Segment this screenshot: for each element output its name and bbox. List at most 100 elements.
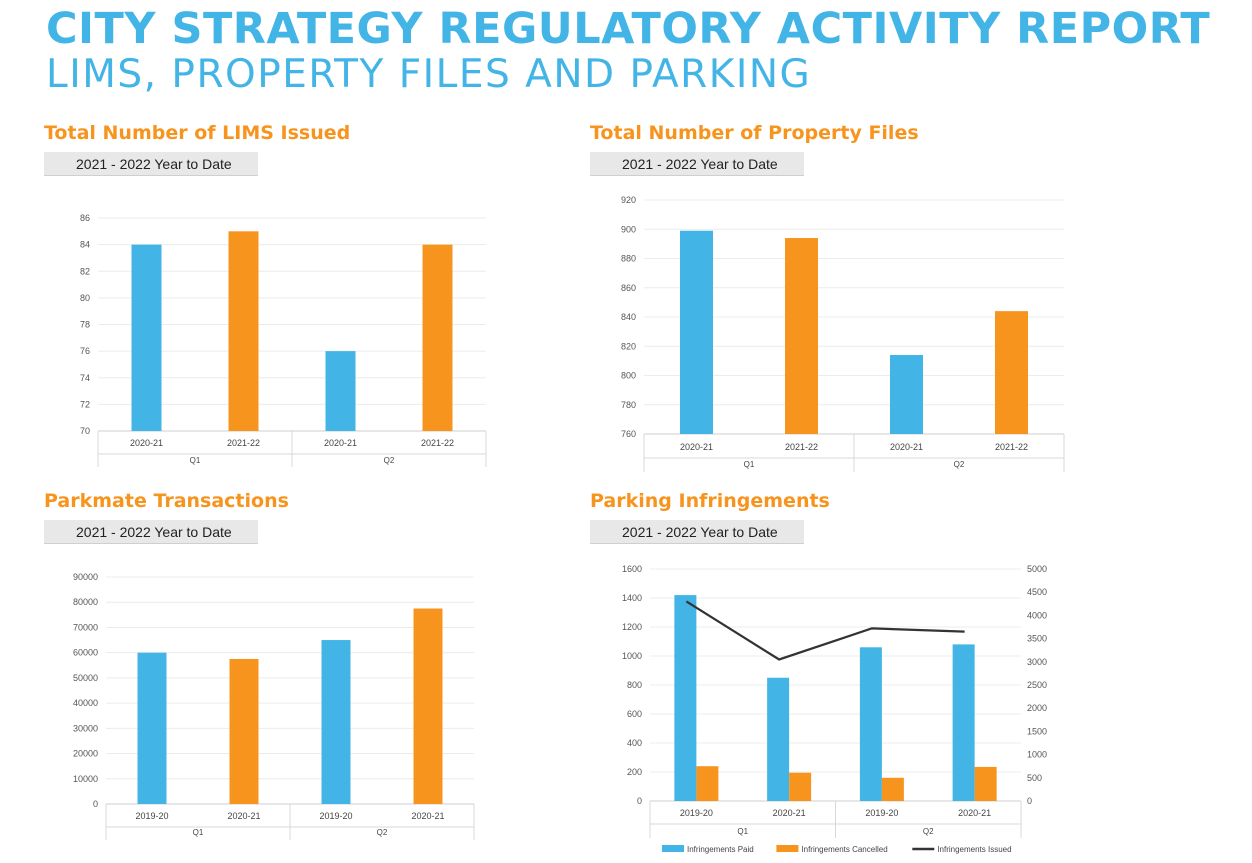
y-tick-label: 400 <box>627 738 642 748</box>
y2-tick-label: 5000 <box>1027 564 1047 574</box>
bar <box>422 244 453 431</box>
y-tick-label: 800 <box>627 680 642 690</box>
chart-parking-infringements: 0 200 400 600 800 1000 1200 1400 1600 0 500 1000 150… <box>622 564 1047 854</box>
period-badge: 2021 - 2022 Year to Date <box>590 152 804 176</box>
bar <box>952 644 975 801</box>
chart-property-files: 760 780 800 820 840 860 880 900 920 2020-21 2021-2… <box>621 195 1065 472</box>
y2-tick-label: 2500 <box>1027 680 1047 690</box>
bar <box>767 677 790 801</box>
bar <box>228 231 259 431</box>
x-tick-label: 2019-20 <box>680 808 713 818</box>
y2-tick-label: 3000 <box>1027 657 1047 667</box>
y-tick-label: 920 <box>621 195 636 205</box>
y-tick-label: 10000 <box>73 774 98 784</box>
report-title: CITY STRATEGY REGULATORY ACTIVITY REPORT <box>46 4 1211 54</box>
y-tick-label: 86 <box>80 213 90 223</box>
y-tick-label: 1000 <box>622 651 642 661</box>
bar <box>137 652 167 804</box>
y-tick-label: 1200 <box>622 622 642 632</box>
x-tick-label: 2019-20 <box>319 811 352 821</box>
x-tick-label: 2020-21 <box>890 442 923 452</box>
legend-label: Infringements Issued <box>937 845 1011 854</box>
y-tick-label: 80 <box>80 293 90 303</box>
y-tick-label: 70 <box>80 426 90 436</box>
y2-tick-label: 1000 <box>1027 750 1047 760</box>
y-tick-label: 780 <box>621 400 636 410</box>
x-tick-label: 2021-22 <box>421 438 454 448</box>
panel-lims: Total Number of LIMS Issued 2021 - 2022 … <box>44 122 504 472</box>
y-tick-label: 20000 <box>73 749 98 759</box>
y-tick-label: 0 <box>93 799 98 809</box>
report-subtitle: LIMS, PROPERTY FILES AND PARKING <box>46 52 812 97</box>
y-tick-label: 80000 <box>73 597 98 607</box>
bar <box>680 230 713 434</box>
group-label: Q1 <box>744 460 755 469</box>
group-label: Q2 <box>377 828 388 837</box>
bar <box>789 772 812 801</box>
y2-tick-label: 2000 <box>1027 703 1047 713</box>
y-tick-label: 1600 <box>622 564 642 574</box>
bar <box>321 640 351 804</box>
chart-parkmate: 0 10000 20000 30000 40000 50000 60000 70000 8000… <box>73 572 475 840</box>
y-tick-label: 900 <box>621 224 636 234</box>
y2-tick-label: 0 <box>1027 796 1032 806</box>
x-tick-label: 2019-20 <box>865 808 898 818</box>
bar <box>890 355 923 434</box>
y-tick-label: 72 <box>80 399 90 409</box>
panel-title: Parking Infringements <box>590 490 830 512</box>
y-tick-label: 800 <box>621 371 636 381</box>
x-tick-label: 2019-20 <box>135 811 168 821</box>
group-label: Q1 <box>190 456 201 465</box>
period-badge: 2021 - 2022 Year to Date <box>590 520 804 544</box>
y-tick-label: 90000 <box>73 572 98 582</box>
y-tick-label: 76 <box>80 346 90 356</box>
bar <box>229 658 259 804</box>
bar <box>413 608 443 804</box>
bar <box>881 777 904 801</box>
y2-tick-label: 4500 <box>1027 587 1047 597</box>
y-tick-label: 880 <box>621 254 636 264</box>
y-tick-label: 30000 <box>73 723 98 733</box>
y2-tick-label: 1500 <box>1027 726 1047 736</box>
y-tick-label: 200 <box>627 767 642 777</box>
panel-parkmate: Parkmate Transactions 2021 - 2022 Year t… <box>44 490 504 850</box>
bar <box>674 595 697 801</box>
y-tick-label: 840 <box>621 312 636 322</box>
x-tick-label: 2020-21 <box>773 808 806 818</box>
bar <box>859 647 882 801</box>
legend-label: Infringements Paid <box>687 845 754 854</box>
panel-title: Parkmate Transactions <box>44 490 289 512</box>
group-label: Q1 <box>737 827 748 836</box>
period-badge: 2021 - 2022 Year to Date <box>44 520 258 544</box>
x-tick-label: 2020-21 <box>130 438 163 448</box>
bar <box>995 311 1028 434</box>
period-badge: 2021 - 2022 Year to Date <box>44 152 258 176</box>
y-tick-label: 1400 <box>622 593 642 603</box>
y-tick-label: 600 <box>627 709 642 719</box>
y2-tick-label: 3500 <box>1027 634 1047 644</box>
x-tick-label: 2021-22 <box>785 442 818 452</box>
y-tick-label: 78 <box>80 320 90 330</box>
x-tick-label: 2021-22 <box>227 438 260 448</box>
group-label: Q2 <box>923 827 934 836</box>
y-tick-label: 40000 <box>73 698 98 708</box>
y2-tick-label: 500 <box>1027 773 1042 783</box>
y-tick-label: 84 <box>80 240 90 250</box>
panel-property-files: Total Number of Property Files 2021 - 20… <box>590 122 1070 472</box>
y-tick-label: 760 <box>621 429 636 439</box>
x-tick-label: 2020-21 <box>324 438 357 448</box>
group-label: Q2 <box>954 460 965 469</box>
x-tick-label: 2020-21 <box>227 811 260 821</box>
group-label: Q2 <box>384 456 395 465</box>
bar <box>131 244 162 431</box>
legend-label: Infringements Cancelled <box>801 845 887 854</box>
panel-title: Total Number of LIMS Issued <box>44 122 351 144</box>
bar <box>974 766 997 801</box>
x-tick-label: 2021-22 <box>995 442 1028 452</box>
y2-tick-label: 4000 <box>1027 610 1047 620</box>
y-tick-label: 0 <box>637 796 642 806</box>
x-tick-label: 2020-21 <box>958 808 991 818</box>
y-tick-label: 860 <box>621 283 636 293</box>
legend-swatch <box>776 845 799 852</box>
y-tick-label: 60000 <box>73 648 98 658</box>
